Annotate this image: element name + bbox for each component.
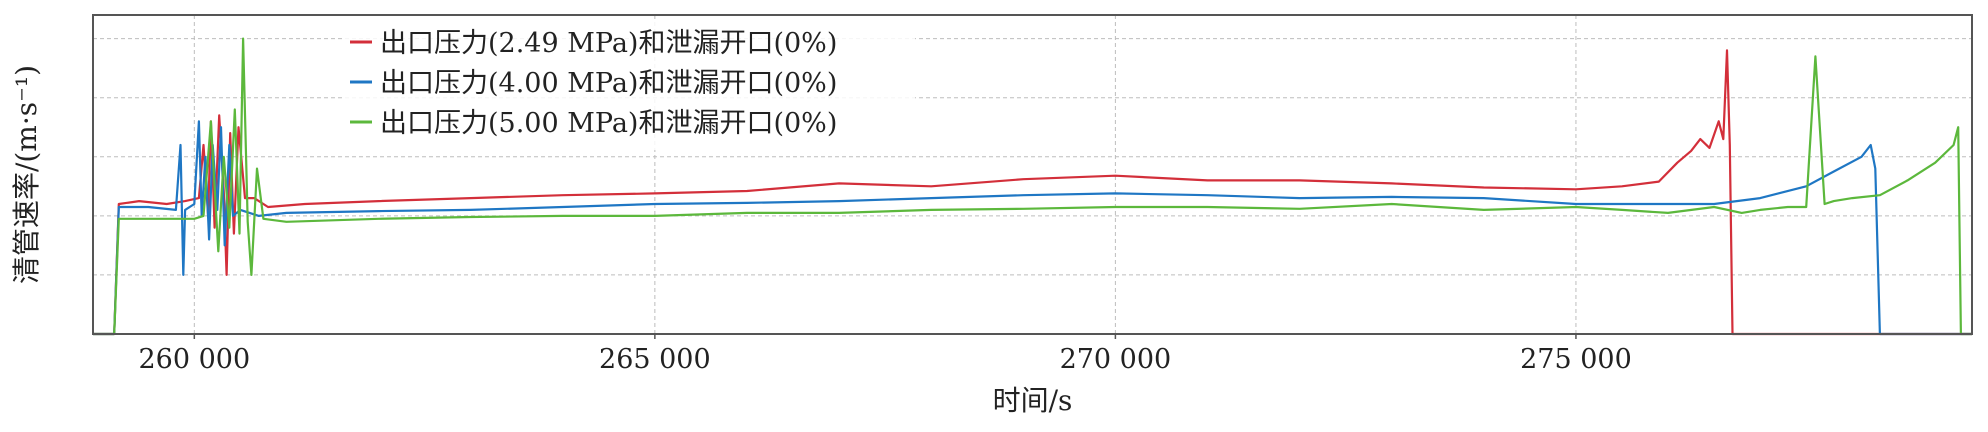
plot-border [92,14,1973,335]
x-tick-label-0: 260 000 [138,344,250,375]
x-tick-label-1: 265 000 [599,344,711,375]
legend-label-1: 出口压力(4.00 MPa)和泄漏开口(0%) [380,68,837,99]
x-axis-ticks: 260 000 265 000 270 000 275 000 [138,334,1632,375]
legend-label-2: 出口压力(5.00 MPa)和泄漏开口(0%) [380,108,837,139]
legend-box [345,20,915,150]
x-tick-label-3: 275 000 [1520,344,1632,375]
series-line-2 [93,37,1972,336]
x-tick-label-2: 270 000 [1060,344,1172,375]
series-group [93,37,1972,336]
legend-label-0: 出口压力(2.49 MPa)和泄漏开口(0%) [380,28,837,59]
legend: 出口压力(2.49 MPa)和泄漏开口(0%) 出口压力(4.00 MPa)和泄漏… [345,20,915,150]
grid [93,15,1972,334]
plot-frame [92,14,1973,335]
series-line-1 [93,120,1972,336]
y-axis-label: 清管速率/(m·s⁻¹) [10,65,43,284]
x-axis-label: 时间/s [993,384,1073,417]
